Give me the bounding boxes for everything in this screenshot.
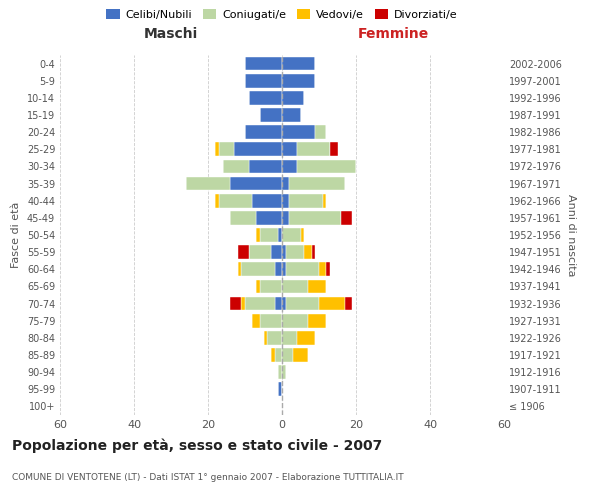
Bar [282, 108, 301, 122]
Bar [282, 211, 289, 224]
Bar [256, 211, 282, 224]
Bar [282, 228, 301, 242]
Bar [282, 160, 297, 173]
Bar [245, 126, 282, 139]
Bar [219, 142, 234, 156]
Bar [282, 142, 297, 156]
Bar [267, 331, 282, 344]
Bar [260, 314, 282, 328]
Bar [230, 211, 256, 224]
Bar [215, 194, 219, 207]
Bar [345, 296, 352, 310]
Bar [282, 366, 286, 379]
Bar [304, 246, 311, 259]
Bar [289, 176, 345, 190]
Bar [263, 331, 267, 344]
Bar [286, 246, 304, 259]
Bar [319, 296, 345, 310]
Bar [253, 194, 282, 207]
Y-axis label: Fasce di età: Fasce di età [11, 202, 21, 268]
Bar [278, 366, 282, 379]
Bar [297, 142, 330, 156]
Bar [282, 194, 289, 207]
Bar [308, 314, 326, 328]
Bar [186, 176, 230, 190]
Bar [271, 246, 282, 259]
Bar [219, 194, 253, 207]
Bar [230, 176, 282, 190]
Bar [282, 176, 289, 190]
Bar [293, 348, 308, 362]
Bar [275, 262, 282, 276]
Text: COMUNE DI VENTOTENE (LT) - Dati ISTAT 1° gennaio 2007 - Elaborazione TUTTITALIA.: COMUNE DI VENTOTENE (LT) - Dati ISTAT 1°… [12, 473, 404, 482]
Bar [308, 280, 326, 293]
Bar [249, 160, 282, 173]
Text: Maschi: Maschi [144, 28, 198, 42]
Text: Femmine: Femmine [358, 28, 428, 42]
Bar [311, 246, 316, 259]
Bar [286, 262, 319, 276]
Bar [253, 314, 260, 328]
Bar [282, 262, 286, 276]
Bar [289, 194, 323, 207]
Bar [260, 280, 282, 293]
Bar [282, 348, 293, 362]
Bar [301, 228, 304, 242]
Bar [282, 56, 316, 70]
Legend: Celibi/Nubili, Coniugati/e, Vedovi/e, Divorziati/e: Celibi/Nubili, Coniugati/e, Vedovi/e, Di… [102, 4, 462, 24]
Bar [282, 296, 286, 310]
Bar [260, 228, 278, 242]
Bar [271, 348, 275, 362]
Bar [282, 126, 316, 139]
Bar [341, 211, 352, 224]
Text: Popolazione per età, sesso e stato civile - 2007: Popolazione per età, sesso e stato civil… [12, 438, 382, 453]
Bar [323, 194, 326, 207]
Bar [282, 280, 308, 293]
Bar [234, 142, 282, 156]
Bar [282, 246, 286, 259]
Bar [319, 262, 326, 276]
Y-axis label: Anni di nascita: Anni di nascita [566, 194, 575, 276]
Bar [282, 331, 297, 344]
Bar [223, 160, 249, 173]
Bar [241, 296, 245, 310]
Bar [282, 74, 316, 88]
Bar [326, 262, 330, 276]
Bar [282, 91, 304, 104]
Bar [238, 246, 249, 259]
Bar [278, 228, 282, 242]
Bar [245, 296, 275, 310]
Bar [297, 160, 356, 173]
Bar [238, 262, 241, 276]
Bar [275, 348, 282, 362]
Bar [230, 296, 241, 310]
Bar [330, 142, 337, 156]
Bar [215, 142, 219, 156]
Bar [282, 314, 308, 328]
Bar [260, 108, 282, 122]
Bar [316, 126, 326, 139]
Bar [245, 56, 282, 70]
Bar [256, 280, 260, 293]
Bar [245, 74, 282, 88]
Bar [249, 246, 271, 259]
Bar [241, 262, 275, 276]
Bar [297, 331, 316, 344]
Bar [256, 228, 260, 242]
Bar [275, 296, 282, 310]
Bar [249, 91, 282, 104]
Bar [278, 382, 282, 396]
Bar [289, 211, 341, 224]
Bar [286, 296, 319, 310]
